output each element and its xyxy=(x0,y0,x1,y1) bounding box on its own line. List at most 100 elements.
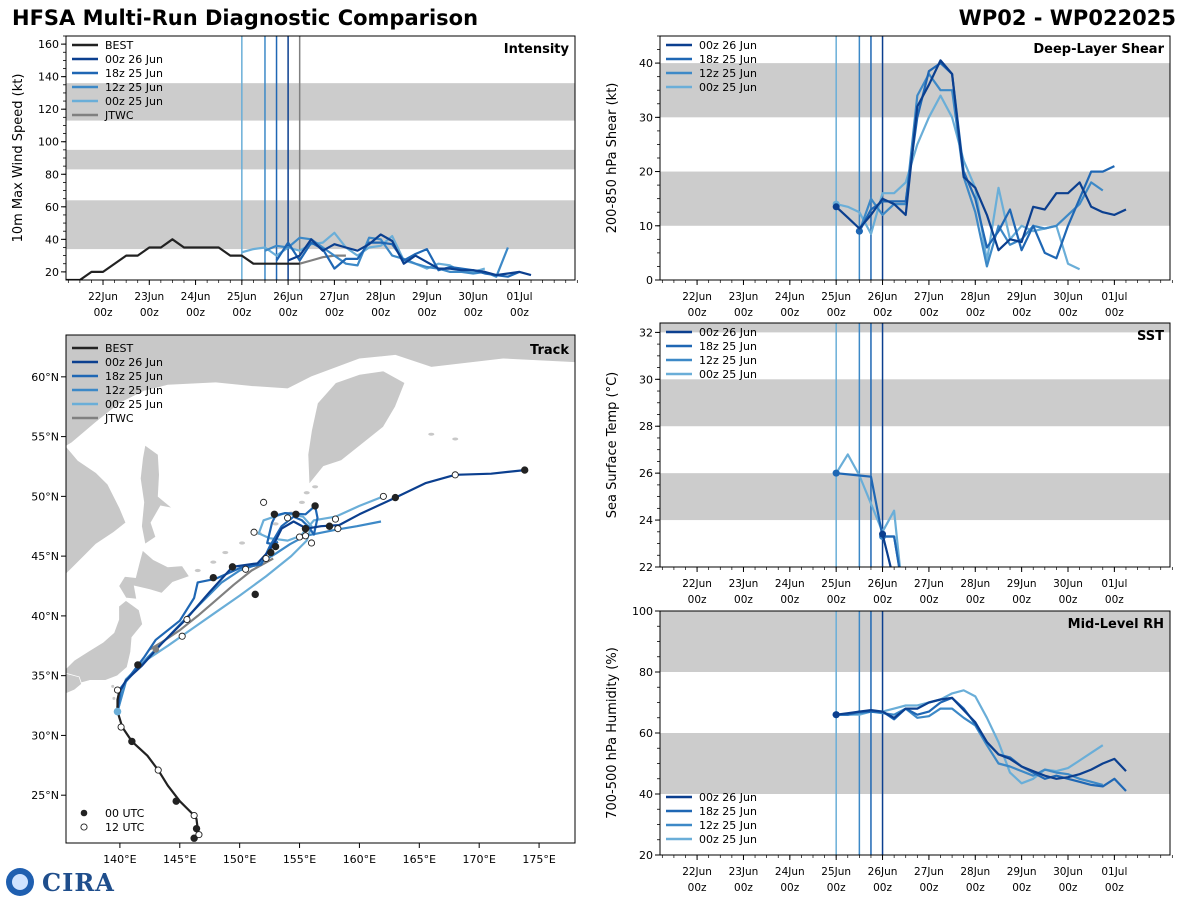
shear-legend-label: 12z 25 Jun xyxy=(699,67,757,80)
intensity-legend-label: BEST xyxy=(105,39,133,52)
land-kuril-island xyxy=(272,522,279,526)
intensity-xtick-label: 25Jun xyxy=(227,291,257,303)
shear-legend-label: 18z 25 Jun xyxy=(699,53,757,66)
rh-xtick-label: 27Jun xyxy=(914,866,944,878)
land-island xyxy=(428,432,435,436)
noaa-logo-icon xyxy=(6,868,34,896)
intensity-series-line xyxy=(287,233,532,277)
shear-ytick-label: 0 xyxy=(646,274,653,287)
track-marker-12utc xyxy=(260,498,268,506)
track-marker-12utc xyxy=(262,554,270,563)
sst-xtick-label: 00z xyxy=(780,594,799,606)
land-kuril-island xyxy=(298,500,305,504)
shear-xtick-label: 00z xyxy=(1012,307,1031,319)
intensity-xtick-label: 00z xyxy=(140,307,159,319)
track-legend-label: 18z 25 Jun xyxy=(105,370,163,383)
shear-xtick-label: 25Jun xyxy=(821,291,851,303)
intensity-xtick-label: 27Jun xyxy=(319,291,349,303)
land-kamchatka xyxy=(307,370,406,486)
intensity-xtick-label: 00z xyxy=(371,307,390,319)
shear-xtick-label: 22Jun xyxy=(682,291,712,303)
track-marker-00utc xyxy=(325,522,334,530)
rh-xtick-label: 00z xyxy=(966,882,985,894)
land-sakhalin xyxy=(139,444,173,545)
track-marker-12utc xyxy=(301,532,310,540)
shear-xtick-label: 24Jun xyxy=(775,291,805,303)
intensity-legend-label: 12z 25 Jun xyxy=(105,81,163,94)
sst-xtick-label: 25Jun xyxy=(821,578,851,590)
intensity-series-line xyxy=(264,236,509,278)
track-xtick-label: 150°E xyxy=(223,853,256,866)
rh-xtick-label: 30Jun xyxy=(1053,866,1083,878)
track-marker-00utc xyxy=(520,466,529,474)
track-marker-12utc xyxy=(242,565,250,573)
intensity-ylabel: 10m Max Wind Speed (kt) xyxy=(11,74,26,243)
shear-xtick-label: 00z xyxy=(966,307,985,319)
sst-xtick-label: 01Jul xyxy=(1101,578,1127,590)
track-marker-12utc xyxy=(183,615,191,624)
track-ytick-label: 45°N xyxy=(31,550,59,563)
sst-xtick-label: 00z xyxy=(966,594,985,606)
sst-plot-area xyxy=(660,323,1170,567)
track-frame xyxy=(65,334,576,844)
land-mainland-coast xyxy=(66,445,127,575)
shear-xtick-label: 00z xyxy=(780,307,799,319)
sst-frame xyxy=(659,322,1171,568)
rh-legend-label: 00z 25 Jun xyxy=(699,833,757,846)
rh-xtick-label: 00z xyxy=(1105,882,1124,894)
sst-ytick-label: 26 xyxy=(639,467,653,480)
track-xtick-label: 140°E xyxy=(103,853,136,866)
intensity-title: Intensity xyxy=(504,42,570,57)
track-marker-00utc xyxy=(172,797,180,805)
rh-xtick-label: 28Jun xyxy=(960,866,990,878)
rh-xtick-label: 25Jun xyxy=(821,866,851,878)
track-xtick-label: 170°E xyxy=(462,853,495,866)
track-marker-12utc xyxy=(113,686,122,694)
track-marker-00utc xyxy=(209,573,218,582)
intensity-xtick-label: 00z xyxy=(510,307,529,319)
intensity-legend-label: 18z 25 Jun xyxy=(105,67,163,80)
land-kuril-island xyxy=(194,568,201,573)
track-marker-12utc xyxy=(154,766,162,774)
sst-xtick-label: 22Jun xyxy=(682,578,712,590)
track-panel: 140°E 145°E 150°E 155°E 160°E 165°E 170°E 175°E… xyxy=(31,334,576,866)
sst-xtick-label: 00z xyxy=(1012,594,1031,606)
land-kuril-island xyxy=(303,491,310,495)
land-siberia xyxy=(66,335,575,447)
rh-xtick-label: 00z xyxy=(1059,882,1078,894)
intensity-xtick-label: 00z xyxy=(417,307,436,319)
shear-legend-label: 00z 26 Jun xyxy=(699,39,757,52)
rh-xtick-label: 26Jun xyxy=(868,866,898,878)
rh-series-line xyxy=(836,707,1104,786)
rh-legend-label: 12z 25 Jun xyxy=(699,819,757,832)
shear-ylabel: 200-850 hPa Shear (kt) xyxy=(605,83,620,234)
intensity-band xyxy=(66,200,575,250)
track-line xyxy=(116,520,382,712)
shear-xtick-label: 01Jul xyxy=(1101,291,1127,303)
intensity-xtick-label: 01Jul xyxy=(506,291,532,303)
track-marker-00utc xyxy=(292,510,300,518)
sst-series-line xyxy=(836,472,901,567)
land-kii xyxy=(66,672,83,695)
rh-series-line xyxy=(836,696,1127,780)
shear-xtick-label: 28Jun xyxy=(960,291,990,303)
intensity-xtick-label: 28Jun xyxy=(366,291,396,303)
track-marker-12utc xyxy=(195,831,203,839)
rh-xtick-label: 00z xyxy=(780,882,799,894)
land-kuril-island xyxy=(239,541,246,545)
intensity-band xyxy=(66,149,575,170)
shear-xtick-label: 00z xyxy=(919,307,938,319)
sst-ylabel: Sea Surface Temp (°C) xyxy=(605,372,620,519)
track-marker-12utc xyxy=(331,515,340,523)
land-coast-detail xyxy=(83,549,97,566)
rh-xtick-label: 23Jun xyxy=(729,866,759,878)
intensity-xtick-label: 23Jun xyxy=(134,291,164,303)
intensity-xtick-label: 30Jun xyxy=(458,291,488,303)
track-marker-12utc xyxy=(307,539,316,547)
sst-series-line xyxy=(881,533,892,567)
intensity-ytick-label: 120 xyxy=(38,103,59,116)
intensity-plot-area xyxy=(66,36,575,280)
sst-xtick-label: 00z xyxy=(873,594,892,606)
rh-xtick-label: 29Jun xyxy=(1007,866,1037,878)
